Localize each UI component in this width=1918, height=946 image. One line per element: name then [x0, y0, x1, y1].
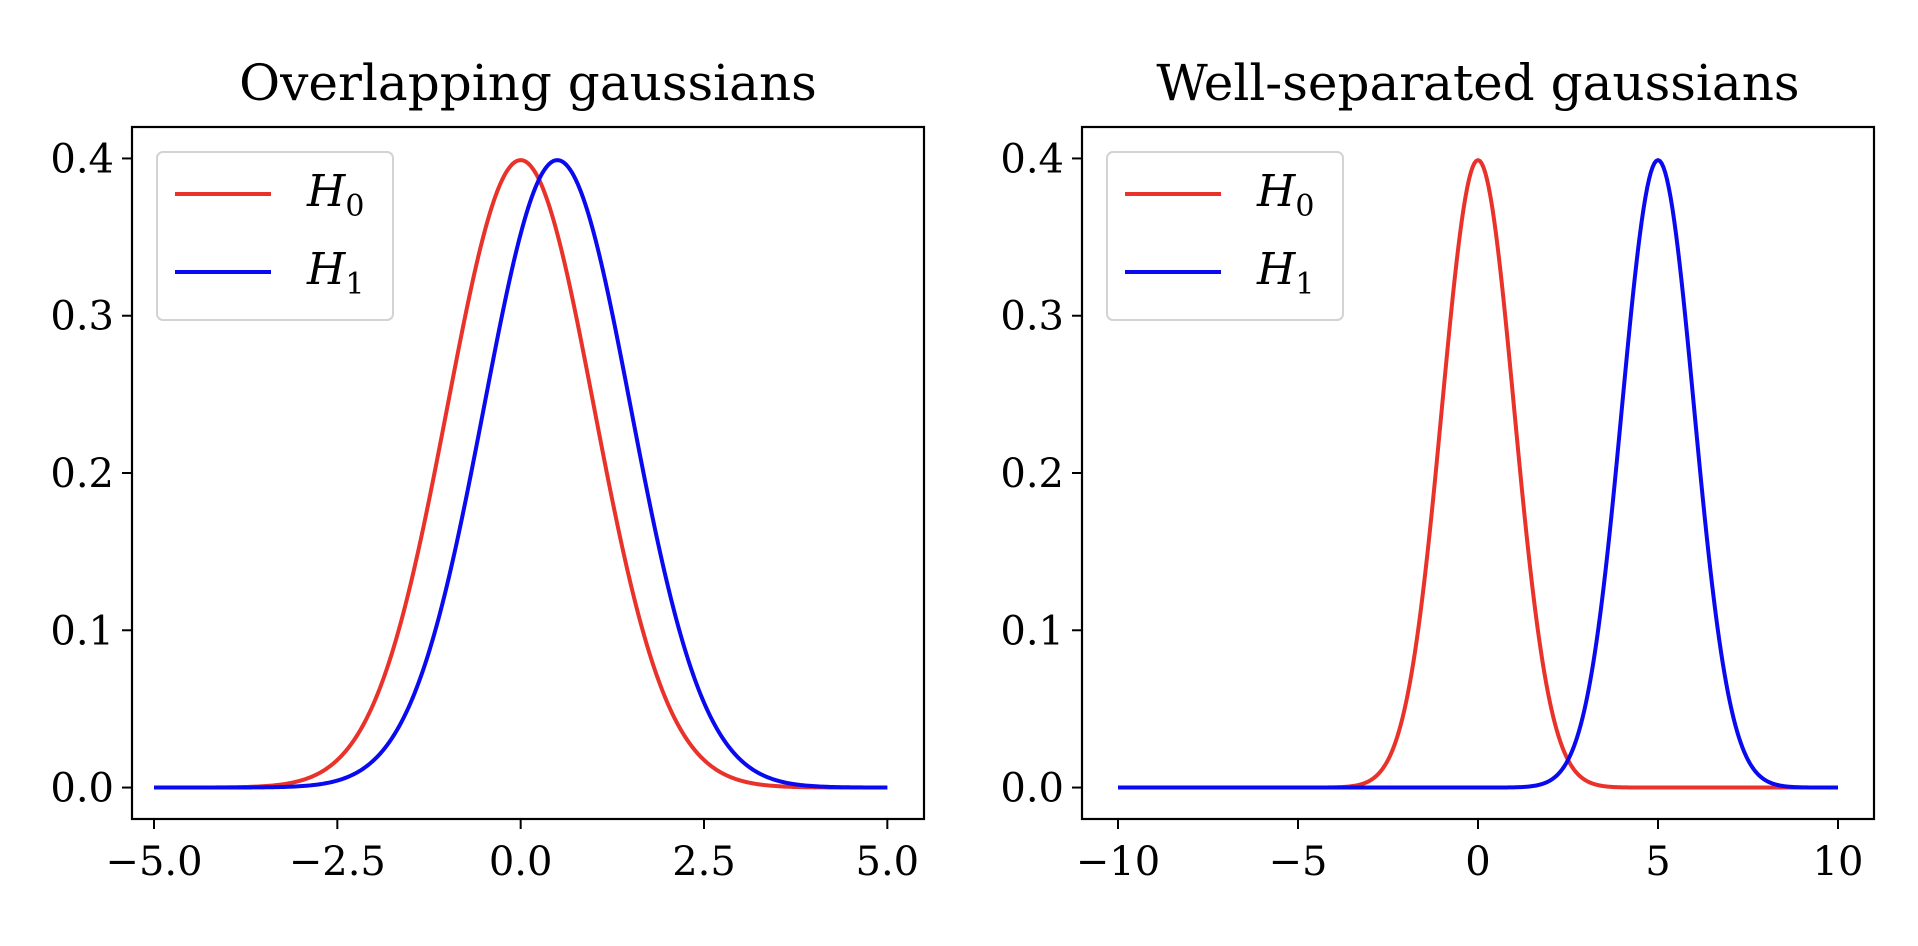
x-tick-label: 0.0 — [489, 839, 553, 885]
y-tick-label: 0.2 — [50, 451, 114, 497]
x-tick-label: −2.5 — [289, 839, 386, 885]
well-separated-gaussians-title: Well-separated gaussians — [1156, 54, 1799, 112]
y-tick-label: 0.0 — [1000, 766, 1064, 812]
y-tick-label: 0.4 — [50, 136, 114, 182]
x-tick-label: 5 — [1645, 839, 1670, 885]
overlapping-gaussians-title: Overlapping gaussians — [239, 54, 817, 112]
y-tick-label: 0.0 — [50, 766, 114, 812]
y-tick-label: 0.2 — [1000, 451, 1064, 497]
well-separated-gaussians-legend: H0 H1 — [1106, 151, 1344, 321]
y-tick-label: 0.4 — [1000, 136, 1064, 182]
series-line-h1 — [1117, 158, 1839, 790]
x-tick-label: −5 — [1269, 839, 1328, 885]
y-tick-label: 0.3 — [50, 294, 114, 340]
y-tick-label: 0.1 — [1000, 608, 1064, 654]
series-line-h0 — [153, 158, 888, 790]
well-separated-gaussians-panel: Well-separated gaussians −10 −5 0 5 10 0.0 0.1… — [1000, 54, 1876, 885]
legend-label-h0: H0 — [1256, 166, 1314, 224]
y-tick-label: 0.3 — [1000, 294, 1064, 340]
legend-label-h1: H1 — [1256, 244, 1314, 302]
well-separated-gaussians-plot-area — [1117, 158, 1839, 790]
overlapping-gaussians-panel: Overlapping gaussians −5.0 −2.5 0.0 2.5 5.0 0… — [50, 54, 926, 885]
y-tick-label: 0.1 — [50, 608, 114, 654]
overlapping-gaussians-ticks: −5.0 −2.5 0.0 2.5 5.0 0.0 0.1 0.2 0.3 0.4 — [50, 136, 919, 885]
series-line-h1 — [153, 158, 888, 790]
overlapping-gaussians-plot-area — [153, 158, 888, 790]
x-tick-label: 0 — [1465, 839, 1490, 885]
x-tick-label: −10 — [1076, 839, 1160, 885]
x-tick-label: −5.0 — [105, 839, 202, 885]
well-separated-gaussians-ticks: −10 −5 0 5 10 0.0 0.1 0.2 0.3 0.4 — [1000, 136, 1863, 885]
legend-label-h0: H0 — [306, 166, 364, 224]
legend-label-h1: H1 — [306, 244, 364, 302]
x-tick-label: 2.5 — [672, 839, 736, 885]
x-tick-label: 5.0 — [856, 839, 920, 885]
x-tick-label: 10 — [1813, 839, 1864, 885]
overlapping-gaussians-legend: H0 H1 — [156, 151, 394, 321]
